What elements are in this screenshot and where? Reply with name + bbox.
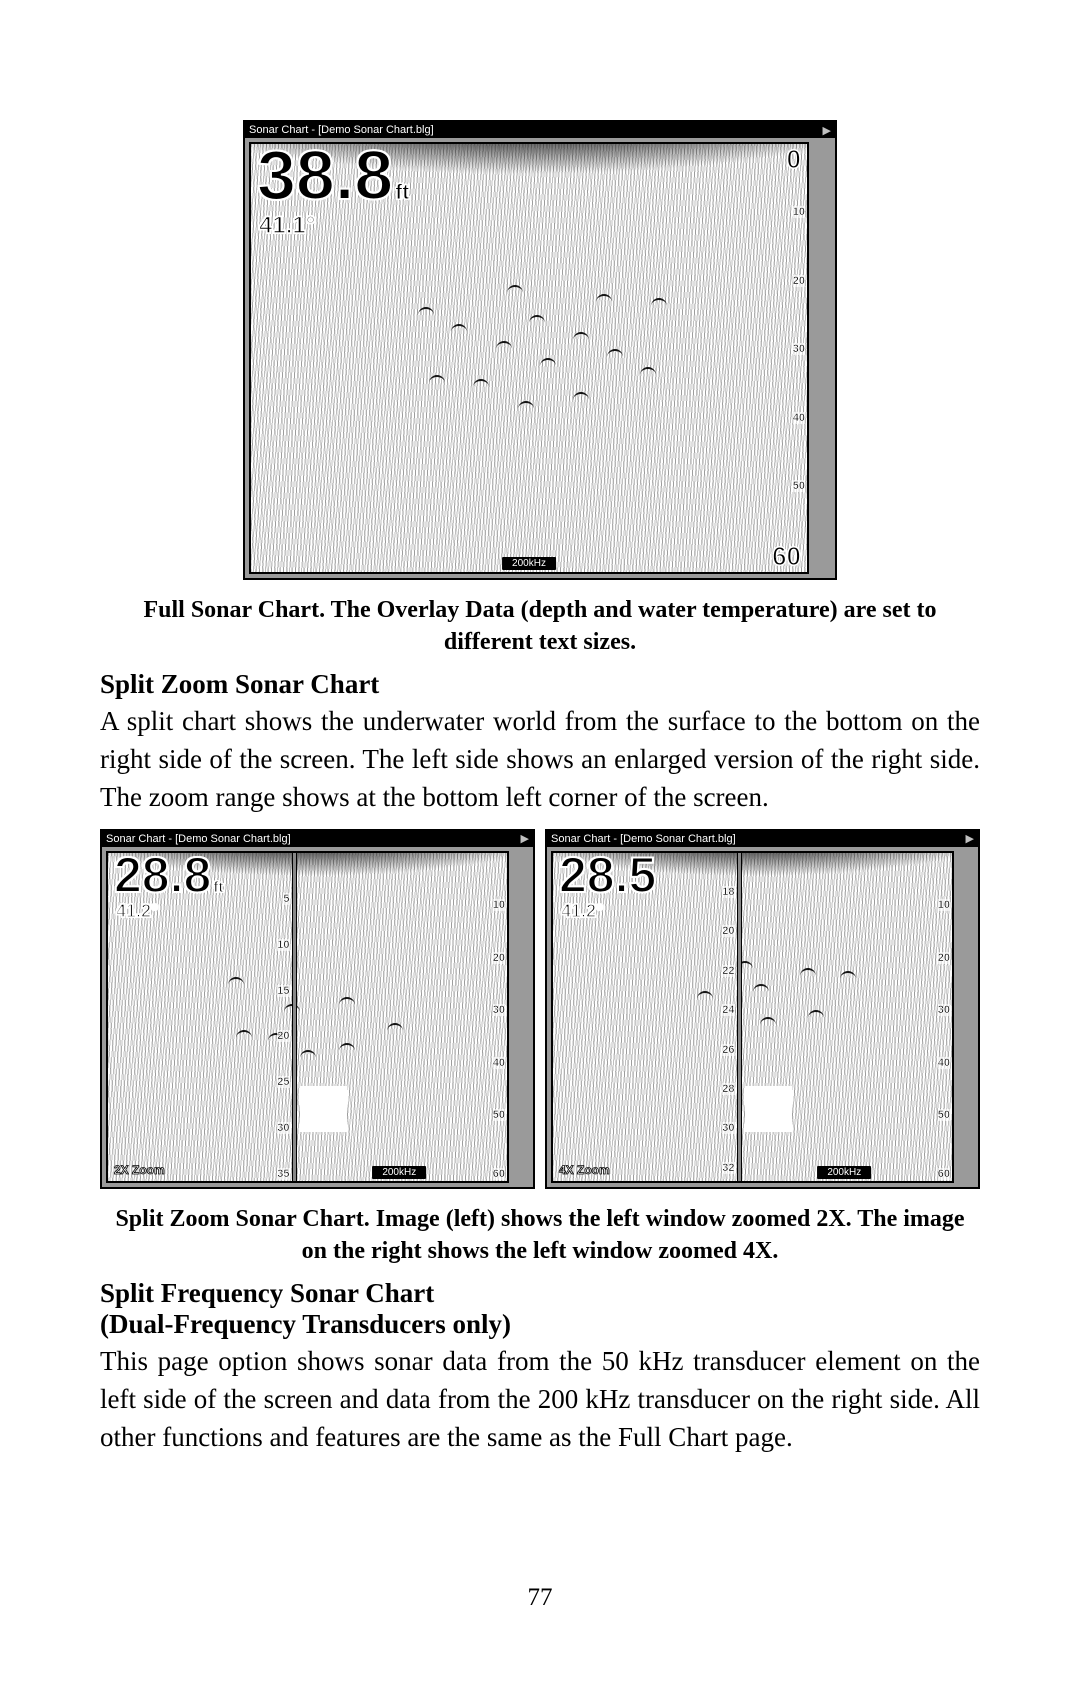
water-temp-reading: 41.2° <box>116 901 158 922</box>
sonar-display: 28.5 41.2° 4X Zoom 200kHz 18202224262830… <box>551 851 954 1183</box>
split-zoom-body: A split chart shows the underwater world… <box>100 702 980 817</box>
window-title: Sonar Chart - [Demo Sonar Chart.blg] <box>551 833 736 845</box>
depth-reading: 38.8ft <box>257 144 409 207</box>
window-title: Sonar Chart - [Demo Sonar Chart.blg] <box>106 833 291 845</box>
window-titlebar: Sonar Chart - [Demo Sonar Chart.blg] ▶ <box>102 831 533 847</box>
frequency-label: 200kHz <box>817 1166 871 1179</box>
sonar-display: 38.8ft 41.1° 0 60 1020304050 200kHz 2X4X <box>249 142 809 574</box>
depth-reading: 28.5 <box>559 853 658 898</box>
split-zoom-heading: Split Zoom Sonar Chart <box>100 669 980 700</box>
split-divider <box>737 853 742 1181</box>
split-zoom-4x-figure: Sonar Chart - [Demo Sonar Chart.blg] ▶ 2… <box>545 829 980 1189</box>
depth-scale-top: 0 <box>787 144 801 175</box>
depth-reading: 28.8ft <box>114 853 223 898</box>
sonar-display: 28.8ft 41.2° 2X Zoom 200kHz 510152025303… <box>106 851 509 1183</box>
depth-scale-bottom: 60 <box>772 541 801 572</box>
split-frequency-heading-line1: Split Frequency Sonar Chart <box>100 1278 980 1309</box>
depth-value: 28.5 <box>559 851 656 903</box>
split-divider <box>292 853 297 1181</box>
water-temp-reading: 41.2° <box>561 901 603 922</box>
split-frequency-body: This page option shows sonar data from t… <box>100 1342 980 1457</box>
zoom-level-label: 2X Zoom <box>114 1163 165 1177</box>
figure2-caption: Split Zoom Sonar Chart. Image (left) sho… <box>100 1203 980 1268</box>
figure1-caption: Full Sonar Chart. The Overlay Data (dept… <box>100 594 980 659</box>
frequency-label: 200kHz <box>372 1166 426 1179</box>
window-title: Sonar Chart - [Demo Sonar Chart.blg] <box>249 124 434 136</box>
scroll-arrow-icon: ▶ <box>521 832 529 845</box>
depth-value: 28.8 <box>114 851 211 903</box>
scroll-arrow-icon: ▶ <box>966 832 974 845</box>
split-frequency-heading-line2: (Dual-Frequency Transducers only) <box>100 1309 980 1340</box>
depth-unit: ft <box>213 879 223 896</box>
full-sonar-chart-figure: Sonar Chart - [Demo Sonar Chart.blg] ▶ 3… <box>243 120 837 580</box>
split-zoom-figure-row: Sonar Chart - [Demo Sonar Chart.blg] ▶ 2… <box>100 829 980 1189</box>
water-temp-reading: 41.1° <box>259 212 315 240</box>
page-number: 77 <box>0 1584 1080 1612</box>
zoom-level-label: 4X Zoom <box>559 1163 610 1177</box>
depth-unit: ft <box>395 181 409 204</box>
depth-value: 38.8 <box>257 142 393 214</box>
scroll-arrow-icon: ▶ <box>823 124 831 137</box>
frequency-label: 200kHz <box>502 557 556 570</box>
split-zoom-2x-figure: Sonar Chart - [Demo Sonar Chart.blg] ▶ 2… <box>100 829 535 1189</box>
manual-page: Sonar Chart - [Demo Sonar Chart.blg] ▶ 3… <box>0 0 1080 1682</box>
window-titlebar: Sonar Chart - [Demo Sonar Chart.blg] ▶ <box>547 831 978 847</box>
window-titlebar: Sonar Chart - [Demo Sonar Chart.blg] ▶ <box>245 122 835 138</box>
